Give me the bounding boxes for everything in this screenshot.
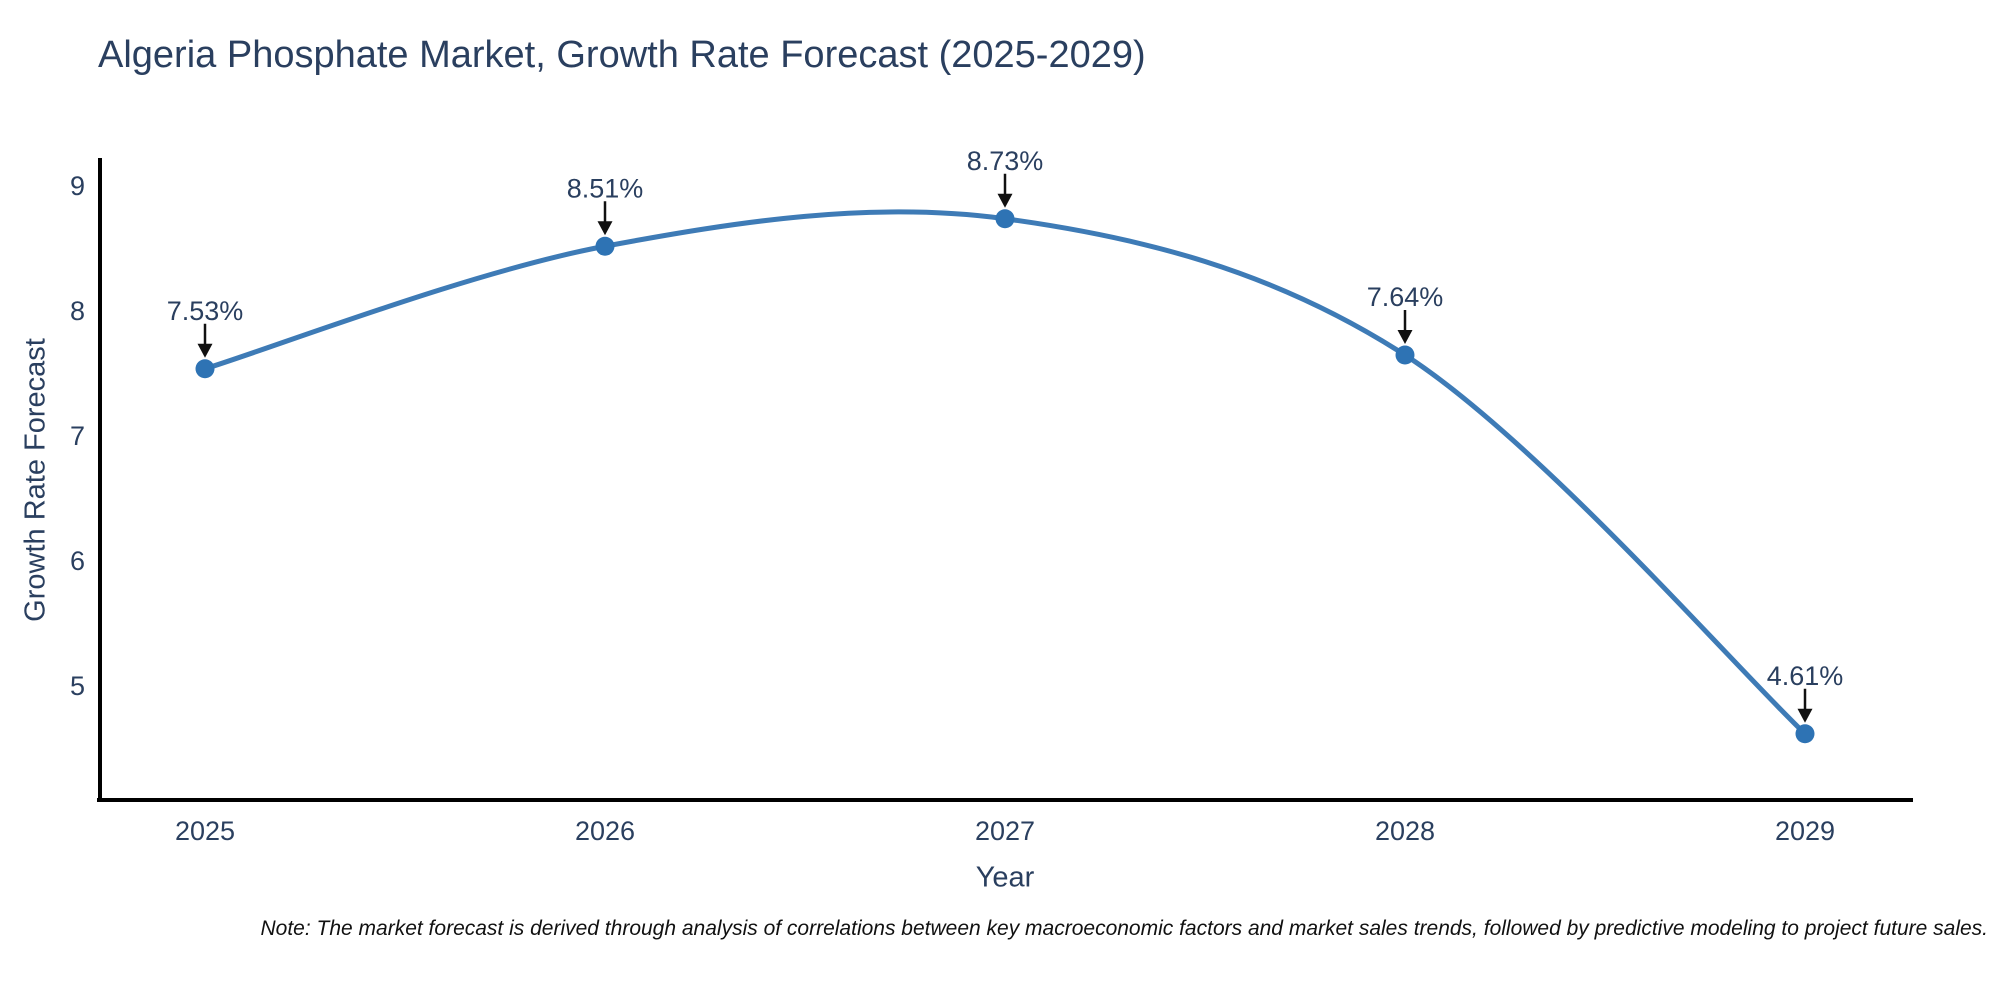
y-tick-label: 8: [70, 296, 85, 326]
x-tick-label: 2027: [975, 816, 1035, 846]
footnote: Note: The market forecast is derived thr…: [260, 917, 1989, 940]
data-point-label: 4.61%: [1767, 661, 1844, 691]
y-tick-label: 5: [70, 671, 85, 701]
annotation-arrow-head: [1797, 708, 1813, 723]
annotation-arrow-head: [197, 343, 213, 358]
data-point-marker: [195, 359, 215, 379]
data-point-label: 7.53%: [167, 296, 244, 326]
data-point-marker: [995, 209, 1015, 229]
data-point-marker: [1795, 724, 1815, 744]
data-point-label: 8.73%: [967, 146, 1044, 176]
y-tick-label: 6: [70, 546, 85, 576]
x-axis-title: Year: [975, 861, 1035, 894]
data-point-marker: [595, 236, 615, 256]
annotation-arrow-head: [1397, 330, 1413, 344]
y-tick-label: 7: [70, 421, 85, 451]
y-axis-title: Growth Rate Forecast: [19, 338, 52, 622]
x-tick-label: 2028: [1375, 816, 1435, 846]
data-point-marker: [1395, 345, 1415, 365]
data-point-label: 7.64%: [1367, 282, 1444, 312]
forecast-line: [202, 209, 1808, 737]
data-point-label: 8.51%: [567, 173, 644, 203]
x-tick-label: 2029: [1775, 816, 1835, 846]
annotation-arrow-head: [997, 193, 1013, 208]
chart-title: Algeria Phosphate Market, Growth Rate Fo…: [98, 34, 1146, 76]
x-tick-label: 2025: [175, 816, 235, 846]
y-tick-label: 9: [70, 171, 85, 201]
x-tick-label: 2026: [575, 816, 635, 846]
annotation-arrow-head: [597, 221, 613, 236]
